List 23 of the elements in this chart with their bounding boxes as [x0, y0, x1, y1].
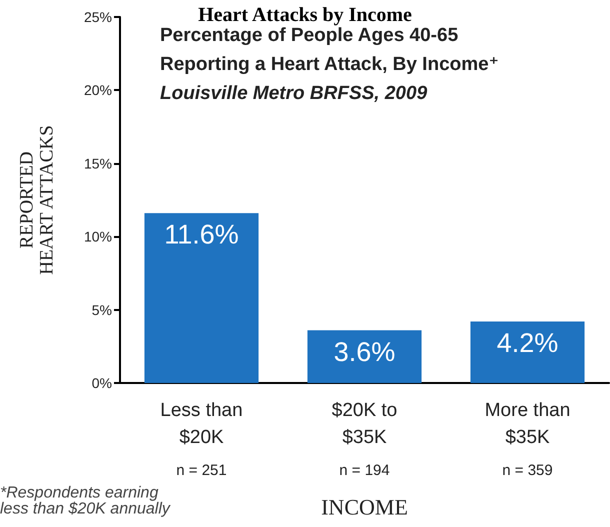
- x-tick-label: $20K to $35K: [332, 400, 398, 448]
- text: n = 194: [339, 462, 390, 479]
- bar: [307, 330, 422, 383]
- y-axis-title: REPORTED HEART ATTACKS: [16, 125, 58, 275]
- text: Percentage of People Ages 40-65 Reporting a Heart Attack, By Income⁺ Louisville Metro BRFSS, 2009: [160, 25, 499, 104]
- y-tick-label: 10%: [84, 228, 112, 245]
- x-tick-label: Less than $20K: [160, 400, 243, 448]
- text: n = 251: [176, 462, 227, 479]
- chart-title: Heart Attacks by Income: [198, 4, 412, 26]
- x-axis-title: INCOME: [321, 494, 408, 520]
- data-label: 4.2%: [496, 328, 558, 358]
- bar: [144, 213, 259, 383]
- y-tick-label: 20%: [84, 82, 112, 98]
- y-tick-label: 5%: [92, 302, 112, 318]
- y-tick-label: 15%: [84, 155, 112, 172]
- bar: [470, 322, 585, 383]
- data-label: 3.6%: [334, 336, 396, 367]
- data-label: 11.6%: [164, 220, 239, 250]
- text: n = 359: [502, 462, 553, 479]
- y-tick-label: 0%: [92, 375, 112, 391]
- y-tick-label: 25%: [84, 9, 112, 25]
- text: *Respondents earning less than $20K annually: [0, 484, 171, 518]
- x-tick-label: More than $35K: [484, 400, 570, 448]
